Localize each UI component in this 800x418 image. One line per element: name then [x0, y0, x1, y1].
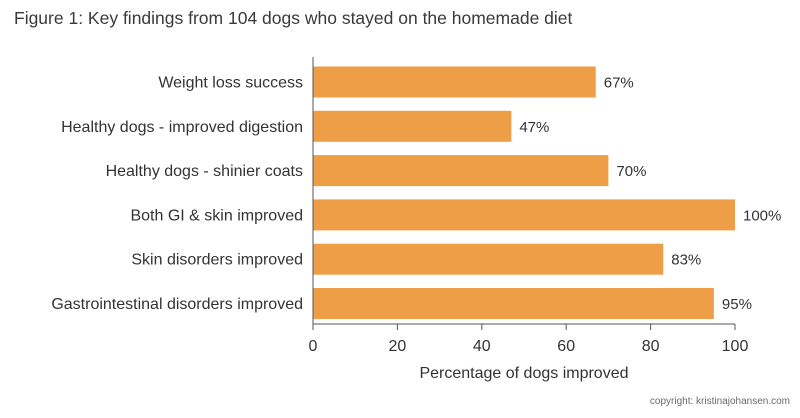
chart-title: Figure 1: Key findings from 104 dogs who… [14, 8, 573, 28]
category-label: Skin disorders improved [131, 252, 303, 269]
bars-group [313, 66, 735, 319]
data-label: 70% [616, 163, 646, 180]
category-label: Gastrointestinal disorders improved [51, 296, 303, 313]
category-label: Weight loss success [158, 75, 303, 92]
category-label: Healthy dogs - shinier coats [106, 163, 303, 180]
bar [313, 66, 596, 98]
data-label: 47% [519, 119, 549, 136]
bar [313, 199, 735, 231]
labels-group: Weight loss success 67% Healthy dogs - imp… [51, 75, 781, 314]
category-label: Both GI & skin improved [130, 207, 303, 224]
x-axis: 0 20 40 60 80 100 Percentage of dogs improved [309, 57, 749, 382]
x-tick-label: 40 [473, 338, 491, 355]
bar [313, 110, 512, 142]
data-label: 95% [722, 296, 752, 313]
data-label: 83% [671, 252, 701, 269]
x-tick-label: 60 [557, 338, 575, 355]
x-axis-title: Percentage of dogs improved [419, 365, 628, 382]
x-tick-label: 0 [309, 338, 318, 355]
bar [313, 243, 664, 275]
bar [313, 288, 714, 319]
bar [313, 155, 609, 187]
data-label: 100% [743, 207, 781, 224]
x-tick-label: 100 [722, 338, 749, 355]
category-label: Healthy dogs - improved digestion [61, 119, 303, 136]
data-label: 67% [604, 75, 634, 92]
x-tick-label: 80 [642, 338, 660, 355]
copyright-notice: copyright: kristinajohansen.com [649, 396, 790, 407]
x-tick-label: 20 [389, 338, 407, 355]
